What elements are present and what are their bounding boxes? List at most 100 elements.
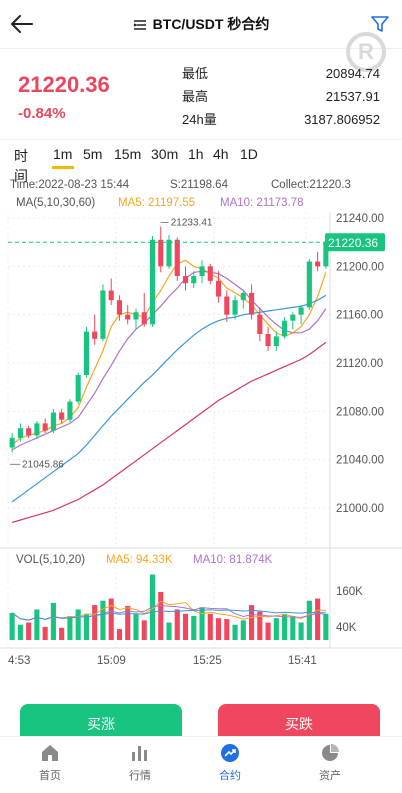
volume-bar (116, 629, 123, 640)
tab-label: 资产 (319, 770, 341, 782)
x-tick-label: 4:53 (8, 655, 30, 667)
chart-grid (0, 212, 402, 649)
candle-body (116, 300, 123, 315)
tab-5m[interactable]: 5m (83, 146, 103, 162)
page-title-text: BTC/USDT 秒合约 (152, 16, 270, 32)
home-icon (42, 745, 58, 761)
ma10-line (11, 270, 327, 451)
volume-ma-line (11, 609, 326, 621)
ma5-line (11, 259, 327, 446)
stat-value: 21537.91 (325, 89, 380, 104)
ticker-stats: 最低 20894.74 最高 21537.91 24h量 3187.806952 (182, 64, 382, 133)
volume-bar (166, 622, 172, 640)
y-axis-labels: 21240.00 21200.00 21160.00 21120.00 21080.00… (336, 213, 384, 515)
volume-bar (75, 609, 81, 640)
volume-bar (174, 609, 180, 640)
volume-bar (67, 616, 73, 640)
volume-bar (9, 612, 15, 640)
candle-body (50, 412, 56, 431)
candle-body (182, 276, 189, 284)
low-marker-text: 21045.86 (22, 459, 64, 470)
price-markers: 21220.36 21233.41 21045.86 (8, 217, 385, 470)
tab-time[interactable]: 时间 (14, 148, 28, 184)
tab-30m[interactable]: 30m (151, 146, 179, 162)
x-tick-label: 15:09 (97, 655, 126, 667)
volume-bar (199, 607, 205, 640)
candle-body (149, 239, 156, 325)
filter-icon[interactable] (370, 14, 390, 34)
ma30-line (11, 294, 327, 503)
page-title[interactable]: BTC/USDT 秒合约 (0, 14, 402, 34)
candle-body (133, 312, 139, 320)
candle-body (199, 266, 205, 277)
volume-bar (232, 624, 238, 640)
x-tick-label: 15:25 (193, 655, 222, 667)
tab-1h[interactable]: 1h (188, 146, 204, 162)
ma60-line (11, 341, 327, 523)
vol-tick-label: 40K (336, 622, 357, 634)
volume-bar (306, 600, 312, 640)
volume-bar (282, 613, 288, 640)
candle-body (166, 239, 172, 267)
candle-body (42, 423, 48, 431)
candle-body (282, 320, 288, 337)
divider (0, 139, 402, 140)
y-tick-label: 21240.00 (336, 213, 384, 225)
candle-body (158, 239, 164, 267)
candle-body (100, 290, 106, 339)
volume-bar (290, 616, 296, 640)
stat-label: 24h量 (182, 112, 217, 127)
volume-bar (315, 598, 321, 640)
menu-list-icon (133, 20, 146, 31)
candle-body (224, 296, 230, 315)
volume-bar (133, 613, 139, 640)
candle-body (207, 266, 213, 281)
info-collect: Collect:21220.3 (271, 179, 351, 191)
tab-1m[interactable]: 1m (53, 146, 73, 162)
stat-label: 最高 (182, 89, 209, 104)
candle-body (191, 276, 197, 284)
volume-bar (100, 600, 106, 640)
candle-body (174, 239, 180, 277)
watermark-logo: R (346, 32, 386, 72)
volume-bar (191, 616, 197, 640)
volume-bar (34, 609, 40, 640)
candle-body (59, 412, 65, 420)
tab-15m[interactable]: 15m (114, 146, 142, 162)
candle-body (26, 428, 32, 436)
tab-label: 合约 (219, 770, 241, 782)
volume-bar (182, 613, 189, 640)
tab-assets[interactable]: 资产 (300, 743, 360, 783)
ma-lines (11, 259, 327, 523)
volume-bar (298, 622, 304, 640)
volume-bar (141, 620, 147, 640)
candle-body (9, 437, 15, 448)
tab-contract[interactable]: 合约 (200, 743, 260, 783)
tab-4h[interactable]: 4h (213, 146, 229, 162)
volume-bars: 160K 40K (9, 574, 363, 640)
kline-chart[interactable]: Time:2022-08-23 15:44 S:21198.64 Collect… (0, 170, 402, 680)
volume-bar (158, 592, 164, 640)
tab-1d[interactable]: 1D (240, 146, 258, 162)
stat-high: 最高 21537.91 (182, 87, 382, 110)
back-arrow-icon[interactable] (8, 12, 36, 36)
volume-bar (59, 627, 65, 640)
vol-ma5-label: MA5: 94.33K (106, 554, 173, 566)
volume-bar (50, 602, 56, 640)
stat-label: 最低 (182, 66, 209, 81)
volume-bar (42, 626, 48, 640)
y-tick-label: 21200.00 (336, 261, 384, 273)
info-time: Time:2022-08-23 15:44 (10, 179, 130, 191)
volume-bar (257, 611, 263, 640)
volume-bar (17, 624, 23, 640)
volume-bar (224, 619, 230, 640)
stat-volume: 24h量 3187.806952 (182, 110, 382, 133)
high-marker-text: 21233.41 (171, 217, 213, 228)
candle-body (290, 314, 296, 321)
current-price-tag-text: 21220.36 (328, 236, 378, 250)
bottom-tab-bar: 首页 行情 合约 资产 (0, 736, 402, 793)
tab-home[interactable]: 首页 (20, 743, 80, 783)
tab-market[interactable]: 行情 (110, 743, 170, 783)
candle-body (75, 375, 81, 402)
candle-body (125, 314, 131, 320)
